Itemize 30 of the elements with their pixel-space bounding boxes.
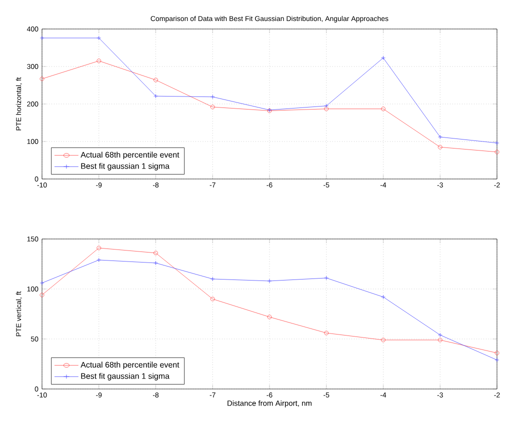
point xyxy=(154,94,158,98)
point xyxy=(381,294,386,300)
point xyxy=(96,58,102,64)
point xyxy=(267,278,272,284)
point xyxy=(438,134,442,140)
point xyxy=(267,314,272,320)
point xyxy=(154,78,158,82)
legend-label: Best fit gaussian 1 sigma xyxy=(81,162,170,170)
legend-label: Actual 68th percentile event xyxy=(80,362,180,370)
point xyxy=(154,250,158,256)
point xyxy=(96,258,102,262)
point xyxy=(324,276,329,280)
point xyxy=(438,332,442,338)
legend-label: Actual 68th percentile event xyxy=(80,152,180,160)
point xyxy=(324,330,329,336)
point xyxy=(154,260,158,266)
point xyxy=(210,94,215,100)
point xyxy=(210,296,215,302)
legend-label: Best fit gaussian 1 sigma xyxy=(81,372,170,380)
point xyxy=(210,104,215,110)
point xyxy=(438,144,442,150)
point xyxy=(381,106,386,112)
point xyxy=(210,276,215,282)
point xyxy=(96,246,102,250)
point xyxy=(96,36,102,40)
point xyxy=(381,338,386,342)
point xyxy=(438,338,442,342)
point xyxy=(324,106,329,112)
point xyxy=(381,56,386,60)
point xyxy=(324,104,329,108)
